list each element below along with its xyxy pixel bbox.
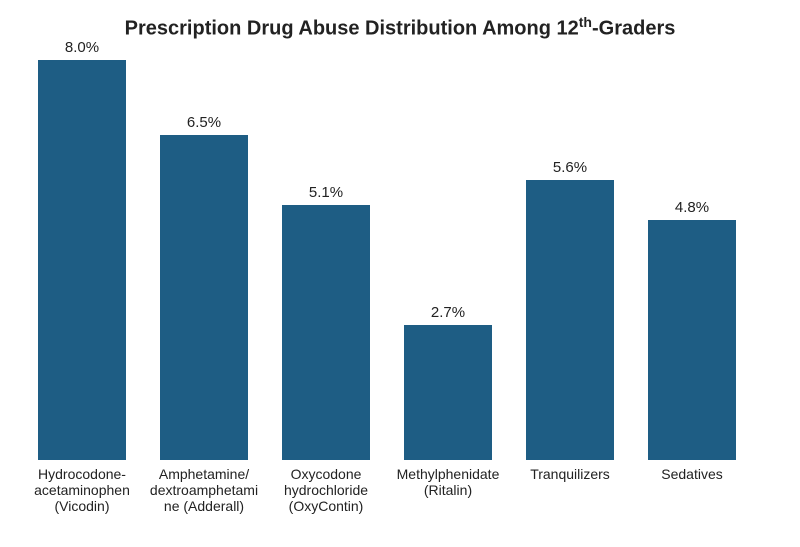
bar-category-label: Methylphenidate(Ritalin) (387, 466, 509, 498)
bar-category-label: Amphetamine/dextroamphetamine (Adderall) (143, 466, 265, 514)
bar-category-label: Tranquilizers (509, 466, 631, 482)
bar-category-label: Oxycodonehydrochloride(OxyContin) (265, 466, 387, 514)
chart-container: Prescription Drug Abuse Distribution Amo… (0, 0, 800, 547)
bar (404, 325, 492, 460)
bar-value-label: 8.0% (65, 39, 99, 56)
bar (38, 60, 126, 460)
chart-title: Prescription Drug Abuse Distribution Amo… (0, 0, 800, 41)
bar (160, 135, 248, 460)
bar (526, 180, 614, 460)
bar-value-label: 2.7% (431, 304, 465, 321)
bar-value-label: 5.6% (553, 159, 587, 176)
bar (282, 205, 370, 460)
bar-category-label: Sedatives (631, 466, 753, 482)
bar-value-label: 4.8% (675, 199, 709, 216)
plot-area: 8.0%Hydrocodone-acetaminophen(Vicodin)6.… (38, 60, 778, 460)
bar-category-label: Hydrocodone-acetaminophen(Vicodin) (21, 466, 143, 514)
bar-value-label: 6.5% (187, 114, 221, 131)
bar-value-label: 5.1% (309, 184, 343, 201)
bar (648, 220, 736, 460)
